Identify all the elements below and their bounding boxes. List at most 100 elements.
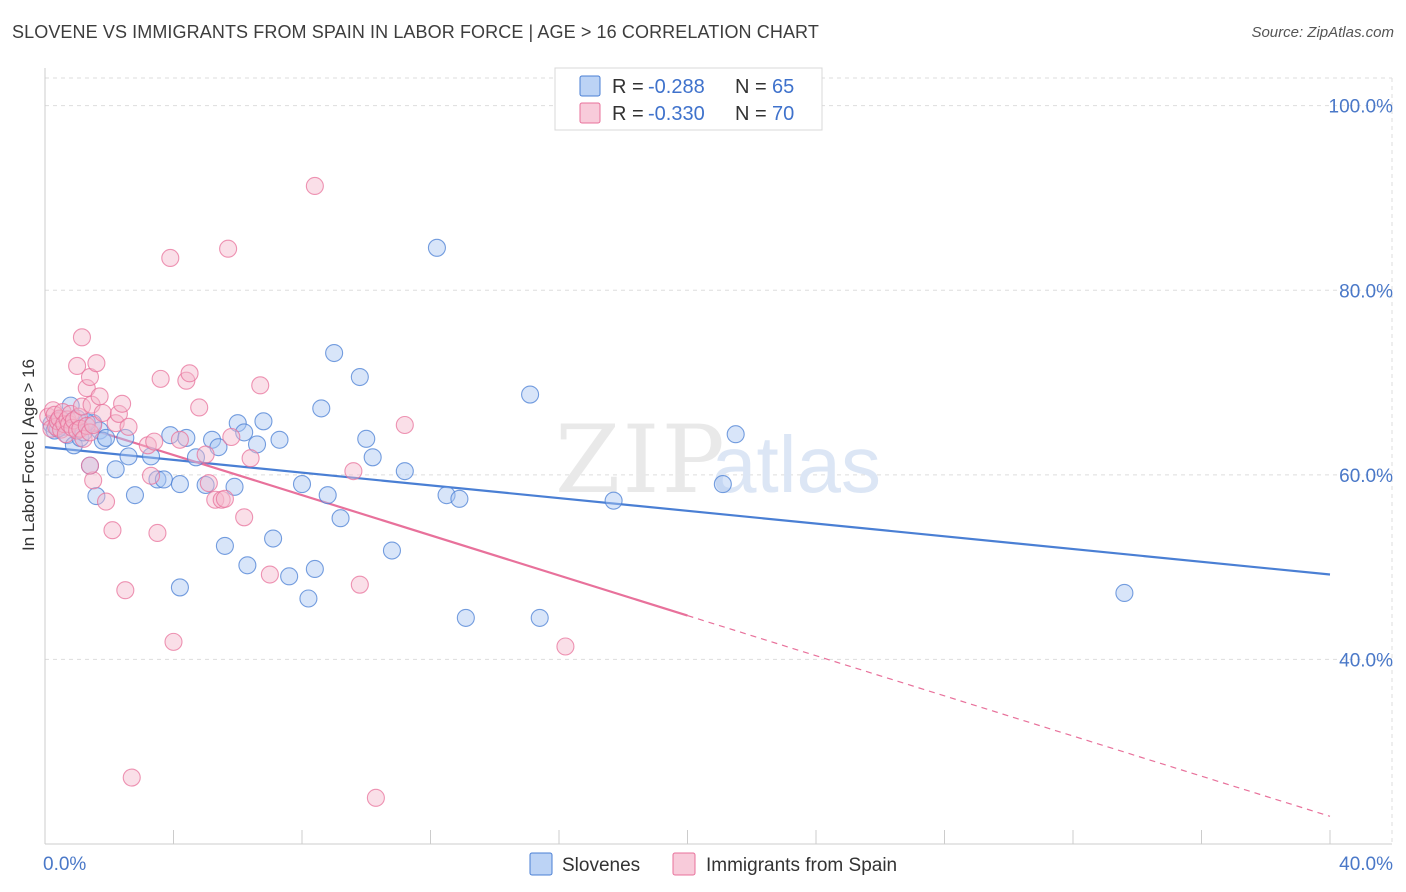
data-point: [456, 608, 475, 627]
data-point: [113, 394, 132, 413]
data-point: [318, 486, 337, 505]
data-point: [141, 447, 161, 466]
data-point: [87, 487, 106, 506]
data-point: [93, 431, 112, 450]
data-point: [109, 404, 128, 423]
legend-top: R = -0.288 N = 65 R = -0.330 N = 70: [554, 67, 823, 131]
data-point: [556, 637, 575, 656]
data-point: [170, 578, 189, 597]
data-point: [270, 430, 289, 449]
legend-bottom-swatch-spain: [672, 852, 696, 876]
data-point: [241, 449, 260, 468]
data-point: [225, 477, 244, 496]
axes: [44, 68, 1392, 845]
legend-bottom-swatch-slovenes: [529, 852, 553, 876]
data-point: [305, 176, 324, 196]
data-point: [254, 412, 273, 431]
data-point: [206, 490, 225, 509]
legend-swatch-slovenes: [579, 75, 601, 97]
data-point: [382, 541, 402, 560]
data-point: [222, 427, 241, 447]
data-point: [103, 521, 122, 540]
y-tick-labels: 40.0% 60.0% 80.0% 100.0%: [1329, 97, 1394, 672]
data-point: [106, 460, 125, 479]
x-tick-labels: 0.0% 40.0%: [43, 854, 1393, 875]
data-point: [141, 466, 161, 485]
data-point: [350, 575, 369, 594]
data-point: [251, 376, 270, 395]
data-point: [177, 428, 196, 447]
data-point: [93, 403, 112, 423]
data-point: [395, 462, 414, 481]
y-tick-label: 60.0%: [1339, 466, 1393, 487]
chart-title: SLOVENE VS IMMIGRANTS FROM SPAIN IN LABO…: [12, 22, 819, 42]
data-point: [299, 589, 318, 608]
data-point: [164, 632, 183, 651]
data-point: [77, 379, 96, 398]
data-point: [87, 354, 106, 373]
legend-n-label-1: N =: [735, 76, 767, 98]
y-axis-label: In Labor Force | Age > 16: [19, 359, 38, 551]
data-point: [215, 489, 234, 508]
data-point: [357, 429, 376, 448]
y-tick-label: 40.0%: [1339, 650, 1393, 671]
data-point: [68, 356, 87, 375]
data-point: [125, 486, 144, 505]
legend-r-label-2: R =: [612, 103, 644, 125]
data-point: [521, 385, 540, 404]
series-immigrants-from-spain: [39, 176, 575, 807]
data-point: [604, 491, 623, 510]
x-tick-label: 0.0%: [43, 854, 86, 875]
data-point: [235, 508, 254, 527]
data-point: [395, 415, 414, 435]
y-tick-label: 80.0%: [1339, 281, 1393, 302]
data-point: [145, 432, 164, 451]
y-tick-label: 100.0%: [1329, 97, 1394, 118]
trend-line-extrapolated: [687, 615, 1331, 817]
data-point: [215, 536, 234, 555]
data-point: [292, 475, 312, 494]
data-point: [148, 523, 167, 543]
data-point: [190, 398, 209, 417]
x-tick-label: 40.0%: [1339, 854, 1393, 875]
watermark-atlas: atlas: [712, 420, 881, 509]
data-point: [325, 343, 344, 363]
legend-r-value-2: -0.330: [648, 103, 705, 125]
legend-r-value-1: -0.288: [648, 76, 705, 98]
data-point: [72, 328, 91, 347]
data-points: [39, 176, 1134, 807]
data-point: [280, 567, 299, 586]
data-point: [196, 445, 215, 464]
data-point: [180, 364, 199, 383]
data-point: [170, 430, 189, 449]
data-point: [151, 369, 170, 388]
data-point: [119, 447, 138, 466]
legend-bottom-label-slovenes: Slovenes: [562, 855, 640, 876]
data-point: [170, 475, 189, 494]
data-point: [450, 489, 469, 508]
data-point: [84, 415, 103, 435]
data-point: [427, 238, 446, 257]
data-point: [90, 387, 109, 406]
data-point: [119, 417, 138, 436]
data-point: [366, 788, 385, 807]
data-point: [219, 239, 238, 258]
data-point: [331, 509, 350, 528]
watermark-zip: ZIP: [555, 406, 727, 515]
data-point: [1115, 583, 1134, 603]
data-point: [713, 475, 732, 494]
data-point: [260, 565, 279, 584]
data-point: [238, 556, 257, 575]
data-point: [116, 428, 135, 447]
data-point: [84, 471, 103, 490]
data-point: [530, 608, 549, 627]
data-point: [312, 399, 331, 418]
legend-r-label-1: R =: [612, 76, 644, 98]
data-point: [96, 492, 116, 511]
data-point: [264, 529, 283, 548]
data-point: [161, 248, 180, 268]
data-point: [350, 367, 369, 387]
chart-source: Source: ZipAtlas.com: [1251, 24, 1394, 41]
data-point: [363, 448, 382, 467]
